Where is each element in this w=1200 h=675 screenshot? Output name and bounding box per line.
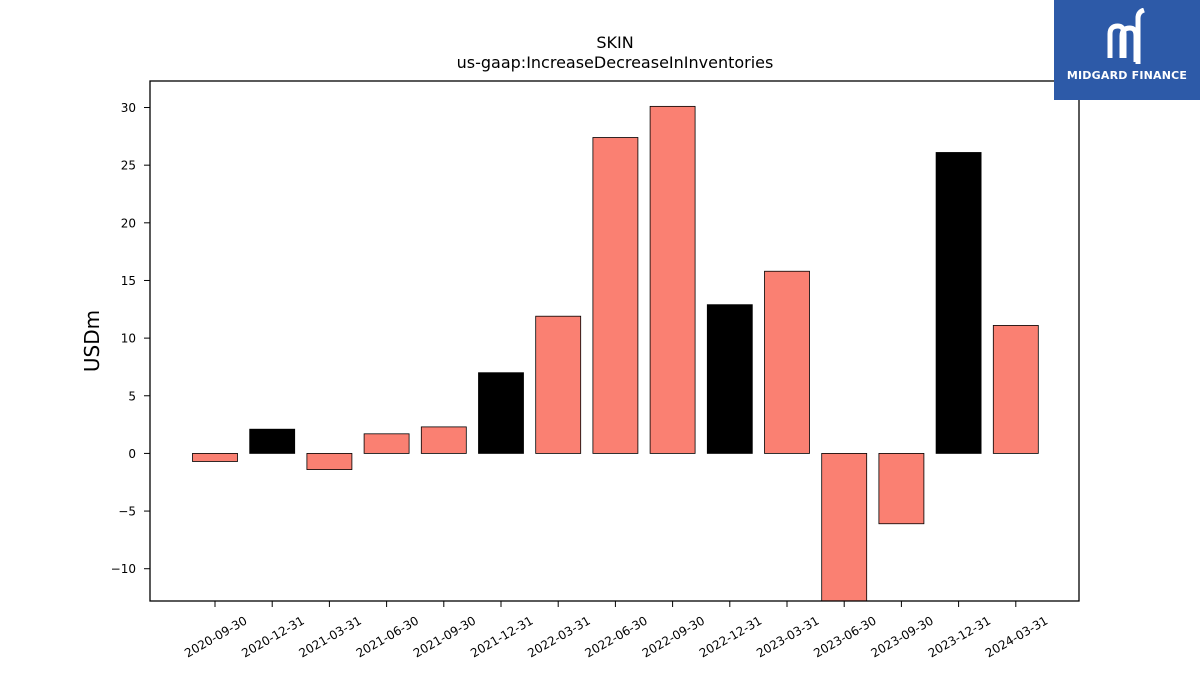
plot-frame [149, 80, 1080, 602]
bar-2020-09-30 [192, 453, 238, 462]
x-tick-label: 2023-06-30 [811, 613, 878, 660]
bar-2021-09-30 [420, 426, 467, 454]
x-tick-label: 2021-09-30 [411, 613, 478, 660]
y-axis-ticks: −10 −5 0 5 10 15 20 25 30 [111, 101, 150, 576]
bar-2023-06-30 [821, 453, 868, 602]
x-tick-label: 2023-12-31 [926, 613, 993, 660]
bar-2021-12-31 [478, 372, 524, 454]
chart-subtitle: us-gaap:IncreaseDecreaseInInventories [457, 53, 774, 72]
y-tick-label: 0 [128, 447, 136, 461]
x-tick-label: 2022-12-31 [697, 613, 764, 660]
logo-text: MIDGARD FINANCE [1066, 69, 1188, 82]
x-tick-label: 2021-03-31 [296, 613, 363, 660]
x-tick-label: 2023-03-31 [754, 613, 821, 660]
bar-2020-12-31 [249, 428, 296, 454]
x-tick-label: 2022-09-30 [640, 613, 707, 660]
bar-2022-06-30 [592, 137, 639, 454]
x-tick-label: 2022-06-30 [582, 613, 649, 660]
x-tick-label: 2021-12-31 [468, 613, 535, 660]
bar-2024-03-31 [992, 325, 1039, 454]
y-tick-label: 5 [128, 389, 136, 403]
bars-group [192, 105, 1039, 602]
x-tick-label: 2020-12-31 [239, 613, 306, 660]
y-tick-label: 25 [121, 159, 136, 173]
midgard-finance-logo: MIDGARD FINANCE [1054, 0, 1200, 100]
bar-2023-12-31 [935, 152, 982, 454]
y-tick-label: 15 [121, 274, 136, 288]
bar-2021-03-31 [306, 453, 353, 470]
y-tick-label: −10 [111, 562, 136, 576]
y-tick-label: 30 [121, 101, 136, 115]
y-tick-label: 10 [121, 332, 136, 346]
x-tick-label: 2020-09-30 [182, 613, 249, 660]
x-tick-label: 2022-03-31 [525, 613, 592, 660]
bar-2021-06-30 [363, 433, 410, 454]
y-axis-label: USDm [80, 310, 104, 372]
y-tick-label: −5 [118, 505, 136, 519]
chart-title: SKIN [596, 33, 633, 52]
bar-2023-09-30 [878, 453, 925, 525]
bar-2022-09-30 [649, 105, 696, 454]
y-tick-label: 20 [121, 216, 136, 230]
bar-2022-12-31 [706, 304, 753, 454]
x-tick-label: 2023-09-30 [868, 613, 935, 660]
logo-mark-icon [1107, 8, 1145, 64]
x-tick-label: 2021-06-30 [354, 613, 421, 660]
bar-2023-03-31 [764, 270, 810, 454]
x-tick-label: 2024-03-31 [983, 613, 1050, 660]
x-axis-ticks: 2020-09-302020-12-312021-03-312021-06-30… [182, 601, 1050, 660]
bar-2022-03-31 [535, 315, 582, 454]
